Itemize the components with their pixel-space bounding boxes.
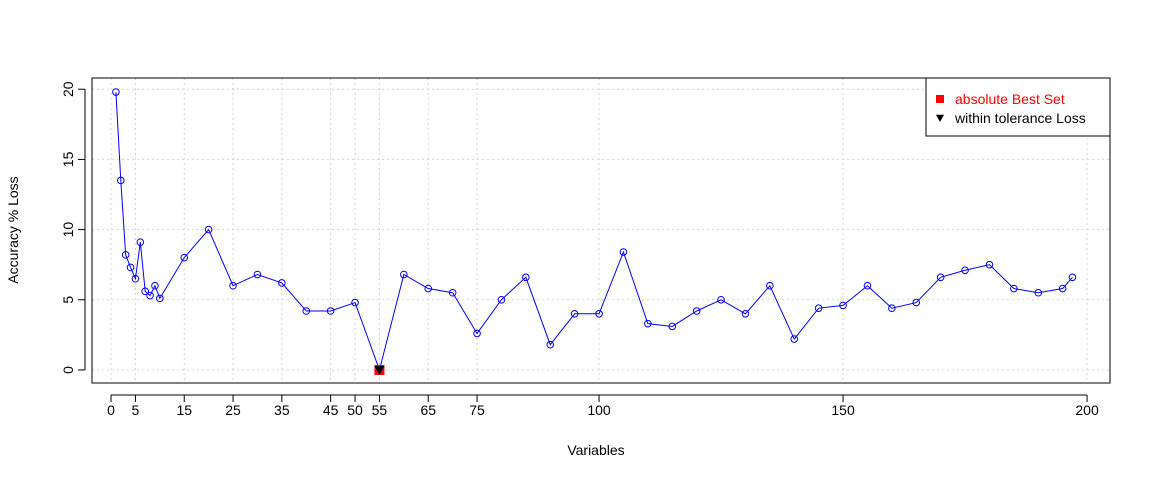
data-point xyxy=(473,329,481,338)
data-point xyxy=(766,281,774,290)
y-axis-label: Accuracy % Loss xyxy=(5,176,21,283)
y-tick-label: 5 xyxy=(60,296,76,304)
legend-box xyxy=(925,77,1111,137)
data-point xyxy=(326,307,335,315)
data-point xyxy=(126,263,135,272)
x-tick-label: 15 xyxy=(176,402,192,418)
data-point xyxy=(936,273,945,282)
data-point xyxy=(302,307,311,315)
data-point xyxy=(888,304,896,312)
data-point xyxy=(131,274,140,283)
data-point xyxy=(1010,284,1018,293)
x-tick-label: 100 xyxy=(587,402,611,418)
data-point xyxy=(546,340,555,349)
data-point xyxy=(668,322,677,331)
x-tick-label: 50 xyxy=(347,402,363,418)
data-point xyxy=(522,273,530,282)
data-point xyxy=(229,281,237,290)
y-tick-label: 0 xyxy=(60,366,76,374)
data-point xyxy=(595,310,603,318)
data-point xyxy=(619,248,628,256)
legend-label: absolute Best Set xyxy=(955,91,1065,107)
x-tick-label: 0 xyxy=(107,402,115,418)
x-tick-label: 75 xyxy=(469,402,485,418)
x-tick-label: 55 xyxy=(372,402,388,418)
data-point xyxy=(400,270,408,279)
data-point xyxy=(141,287,149,296)
x-tick-label: 35 xyxy=(274,402,290,418)
data-point xyxy=(424,284,433,293)
data-point xyxy=(692,307,701,315)
y-tick-label: 20 xyxy=(60,81,76,97)
data-point xyxy=(961,266,969,275)
data-point xyxy=(741,310,750,318)
data-point xyxy=(121,251,130,259)
x-tick-label: 5 xyxy=(132,402,140,418)
x-tick-label: 65 xyxy=(420,402,436,418)
x-tick-label: 150 xyxy=(831,402,855,418)
data-point xyxy=(151,281,159,290)
data-point xyxy=(1058,284,1067,293)
data-point xyxy=(253,270,262,279)
data-point xyxy=(497,295,506,304)
data-point xyxy=(570,310,579,318)
data-point xyxy=(839,301,847,310)
data-point xyxy=(146,291,154,300)
data-point xyxy=(985,260,994,269)
data-point xyxy=(351,298,359,307)
marker-triangle xyxy=(374,365,385,375)
y-tick-label: 10 xyxy=(60,222,76,238)
data-point xyxy=(1068,273,1077,282)
data-point xyxy=(112,88,120,96)
data-point xyxy=(204,225,213,234)
data-point xyxy=(717,295,725,304)
data-point xyxy=(644,319,652,328)
data-point xyxy=(912,298,921,307)
x-tick-label: 200 xyxy=(1075,402,1099,418)
x-tick-label: 45 xyxy=(323,402,339,418)
x-tick-label: 25 xyxy=(225,402,241,418)
y-tick-label: 15 xyxy=(60,151,76,167)
marker-square xyxy=(936,95,944,103)
marker-triangle xyxy=(936,114,944,122)
data-point xyxy=(790,335,799,343)
data-point xyxy=(136,238,145,247)
data-point xyxy=(278,279,286,287)
data-point xyxy=(1034,288,1043,297)
x-axis-label: Variables xyxy=(567,442,624,458)
data-line xyxy=(115,92,1073,372)
data-point xyxy=(116,176,125,185)
plot-frame xyxy=(91,77,1111,384)
data-point xyxy=(448,288,457,297)
data-point xyxy=(156,294,164,303)
data-point xyxy=(863,281,872,290)
data-point xyxy=(814,304,823,312)
data-point xyxy=(180,253,189,262)
legend-label: within tolerance Loss xyxy=(954,110,1086,126)
